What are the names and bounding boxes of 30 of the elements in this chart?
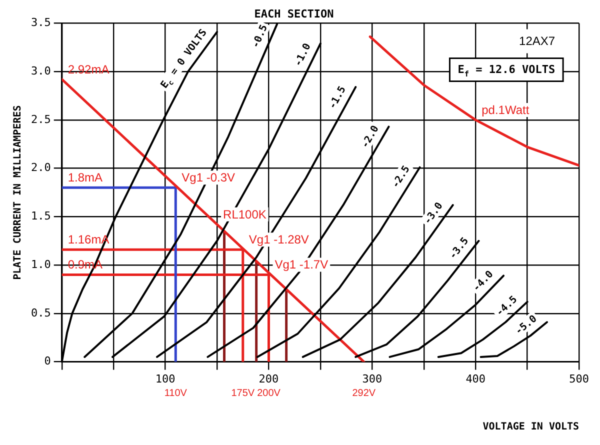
annotation: 12AX7 — [519, 34, 556, 48]
x-tick-label: 200 — [258, 372, 279, 386]
y-axis-title: PLATE CURRENT IN MILLIAMPERES — [12, 105, 24, 280]
y-tick-label: 0 — [44, 354, 51, 368]
x-tick-label: 100 — [155, 372, 176, 386]
annotation: 292V — [352, 388, 376, 399]
x-tick-label: 300 — [362, 372, 382, 386]
annotation: Vg1 -1.7V — [274, 258, 328, 272]
y-tick-label: 1.5 — [30, 210, 51, 223]
text: -0.5 — [250, 23, 270, 50]
y-tick-label: 3.5 — [30, 16, 51, 30]
y-tick-label: 0.5 — [30, 306, 51, 320]
annotation: Vg1 -1.28V — [248, 232, 309, 247]
annotation: 110V — [164, 388, 188, 399]
annotation: 1.8mA — [68, 170, 103, 185]
y-tick-label: 2.5 — [30, 112, 51, 126]
chart-title: EACH SECTION — [254, 7, 334, 20]
annotation: 175V — [231, 388, 255, 399]
y-tick-label: 3.0 — [30, 64, 51, 78]
x-tick-label: 400 — [466, 372, 486, 386]
text: -1.5 — [327, 84, 348, 112]
y-tick-label: 2.0 — [30, 161, 51, 174]
x-tick-label: 500 — [569, 372, 590, 386]
x-axis-title: VOLTAGE IN VOLTS — [482, 422, 580, 433]
annotation: Vg1 -0.3V — [182, 170, 236, 185]
annotation: 200V — [257, 388, 281, 399]
annotation: pd.1Watt — [482, 102, 530, 117]
annotation: RL100K — [223, 207, 266, 222]
text: -1.0 — [292, 42, 314, 68]
y-tick-label: 1.0 — [30, 258, 51, 271]
